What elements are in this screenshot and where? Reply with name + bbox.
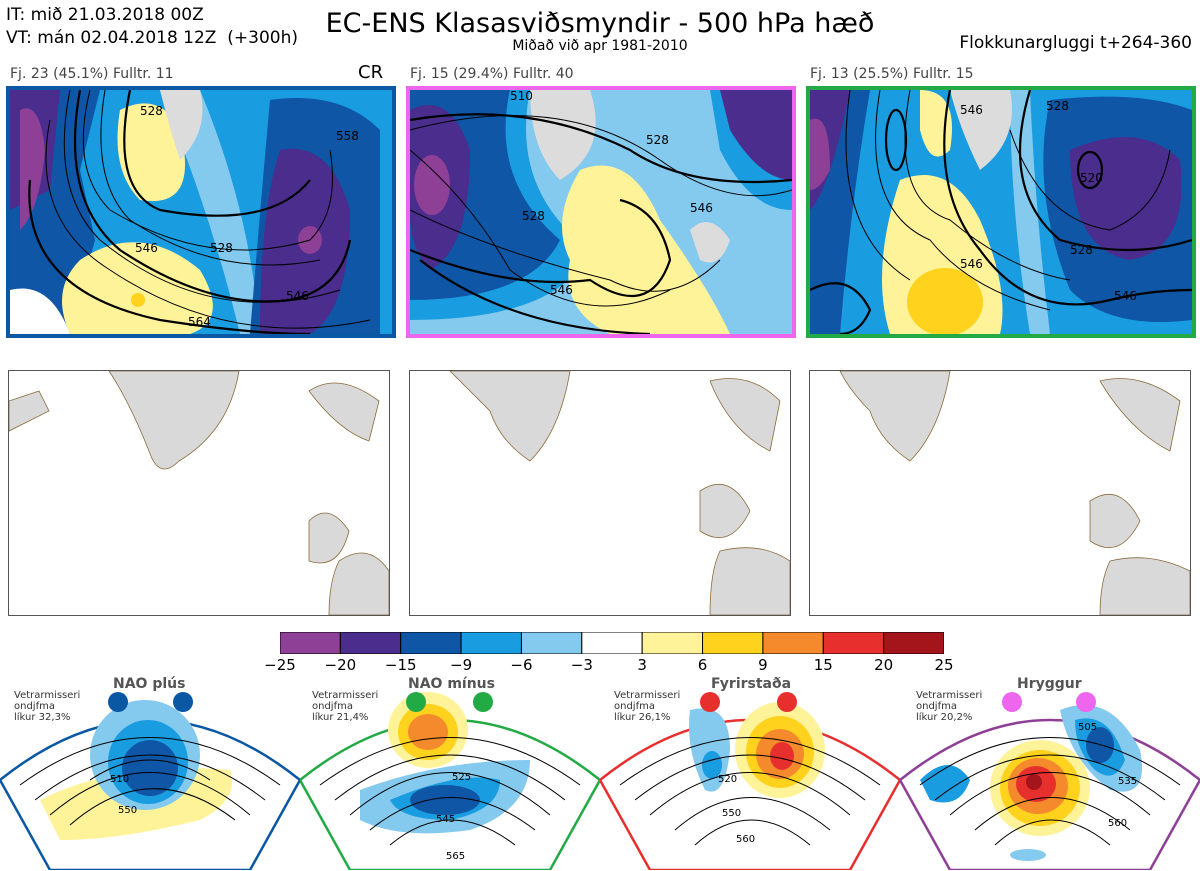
cluster-3-contour-label: 520	[1080, 171, 1103, 185]
cluster-1-contour-label: 564	[188, 315, 211, 329]
colorbar-segment	[581, 632, 643, 654]
cluster-1-contour-label: 546	[135, 241, 158, 255]
empty-map-2	[409, 370, 791, 616]
regime-3-info: Vetrarmisseri ondjfma líkur 26,1%	[614, 690, 681, 723]
regime-2-name: NAO mínus	[408, 676, 495, 692]
colorbar-tick-label: −6	[510, 656, 533, 674]
regime-4-contour-label: 505	[1078, 722, 1097, 733]
colorbar-tick-label: −25	[264, 656, 296, 674]
colorbar-segment	[339, 632, 402, 654]
colorbar-tick-label: 6	[697, 656, 708, 674]
regime-4-contour-label: 535	[1118, 776, 1137, 787]
colorbar-segment	[280, 632, 341, 654]
classification-window: Flokkunargluggi t+264-360	[959, 33, 1192, 53]
cluster-1-contour-label: 528	[210, 241, 233, 255]
page-title: EC-ENS Klasasviðsmyndir - 500 hPa hæð	[325, 8, 875, 39]
regime-1-contour-label: 550	[118, 805, 137, 816]
cluster-1-contour-label: 528	[140, 104, 163, 118]
regime-1-name: NAO plús	[113, 676, 186, 692]
cluster-3-contour-label: 546	[1114, 289, 1137, 303]
cluster-2-contour-label: 528	[646, 133, 669, 147]
colorbar-tick-label: 15	[813, 656, 833, 674]
regime-3-contour-label: 560	[736, 834, 755, 845]
colorbar-tick-label: 20	[874, 656, 894, 674]
regime-1-contour-label: 510	[110, 774, 129, 785]
colorbar-segment	[520, 632, 583, 654]
regime-3-name: Fyrirstaða	[711, 676, 792, 692]
colorbar-tick-label: −3	[570, 656, 593, 674]
cluster-2-contour-label: 510	[510, 90, 533, 103]
colorbar-segment	[460, 632, 522, 654]
cluster-3-label: Fj. 13 (25.5%) Fulltr. 15	[810, 66, 974, 82]
cluster-2-label: Fj. 15 (29.4%) Fulltr. 40	[410, 66, 574, 82]
regime-4-contour-label: 560	[1108, 818, 1127, 829]
regime-2-contour-label: 525	[452, 772, 471, 783]
header-dates: IT: mið 21.03.2018 00Z VT: mán 02.04.2018…	[6, 4, 298, 50]
colorbar-segment	[641, 632, 704, 654]
cluster-1-map: 528 546 564 528 546 558	[6, 86, 396, 338]
cluster-1-label: Fj. 23 (45.1%) Fulltr. 11	[10, 66, 174, 82]
cluster-3-contour-label: 528	[1070, 243, 1093, 257]
cluster-3-contour-label: 546	[960, 103, 983, 117]
regime-1-info: Vetrarmisseri ondjfma líkur 32,3%	[14, 690, 81, 723]
regime-2-contour-label: 545	[436, 814, 455, 825]
regime-ridge: 505 535 560 Vetrarmisseri ondjfma líkur …	[900, 670, 1200, 870]
regime-3-contour-label: 520	[718, 774, 737, 785]
cluster-2-map: 510 528 546 528 546	[406, 86, 796, 338]
cluster-1-tag: CR	[358, 62, 384, 83]
colorbar-tick-label: 3	[637, 656, 647, 674]
colorbar-segment	[702, 632, 764, 654]
cluster-1-contour-label: 546	[286, 289, 309, 303]
colorbar-tick-label: −15	[384, 656, 417, 674]
colorbar-segment	[400, 632, 462, 654]
init-time: IT: mið 21.03.2018 00Z	[6, 5, 204, 25]
colorbar-segment	[762, 632, 824, 654]
valid-time: VT: mán 02.04.2018 12Z (+300h)	[6, 28, 298, 48]
regime-nao-plus: 510 550 Vetrarmisseri ondjfma líkur 32,3…	[0, 670, 300, 870]
colorbar-tick-label: −9	[450, 656, 473, 674]
regime-2-contour-label: 565	[446, 851, 465, 862]
colorbar-tick-label: −20	[324, 656, 357, 674]
colorbar-segment	[822, 632, 885, 654]
regime-nao-minus: 525 545 565 Vetrarmisseri ondjfma líkur …	[300, 670, 600, 870]
regime-4-name: Hryggur	[1017, 676, 1082, 692]
regime-4-info: Vetrarmisseri ondjfma líkur 20,2%	[916, 690, 983, 723]
regime-blocking: 520 550 560 Vetrarmisseri ondjfma líkur …	[600, 670, 900, 870]
colorbar-tick-label: 9	[758, 656, 768, 674]
regime-2-info: Vetrarmisseri ondjfma líkur 21,4%	[312, 690, 379, 723]
cluster-2-contour-label: 528	[522, 209, 545, 223]
regime-3-contour-label: 550	[722, 808, 741, 819]
cluster-2-contour-label: 546	[550, 283, 573, 297]
empty-map-3	[809, 370, 1191, 616]
cluster-3-map: 546 528 520 546 528 546	[806, 86, 1196, 338]
empty-map-1	[8, 370, 390, 616]
cluster-3-contour-label: 528	[1046, 99, 1069, 113]
colorbar-tick-label: 25	[934, 656, 954, 674]
page-subtitle: Miðað við apr 1981-2010	[512, 38, 688, 54]
colorbar-segment	[883, 632, 944, 654]
colorbar	[280, 632, 944, 654]
cluster-1-contour-label: 558	[336, 129, 359, 143]
cluster-2-contour-label: 546	[690, 201, 713, 215]
cluster-3-contour-label: 546	[960, 257, 983, 271]
